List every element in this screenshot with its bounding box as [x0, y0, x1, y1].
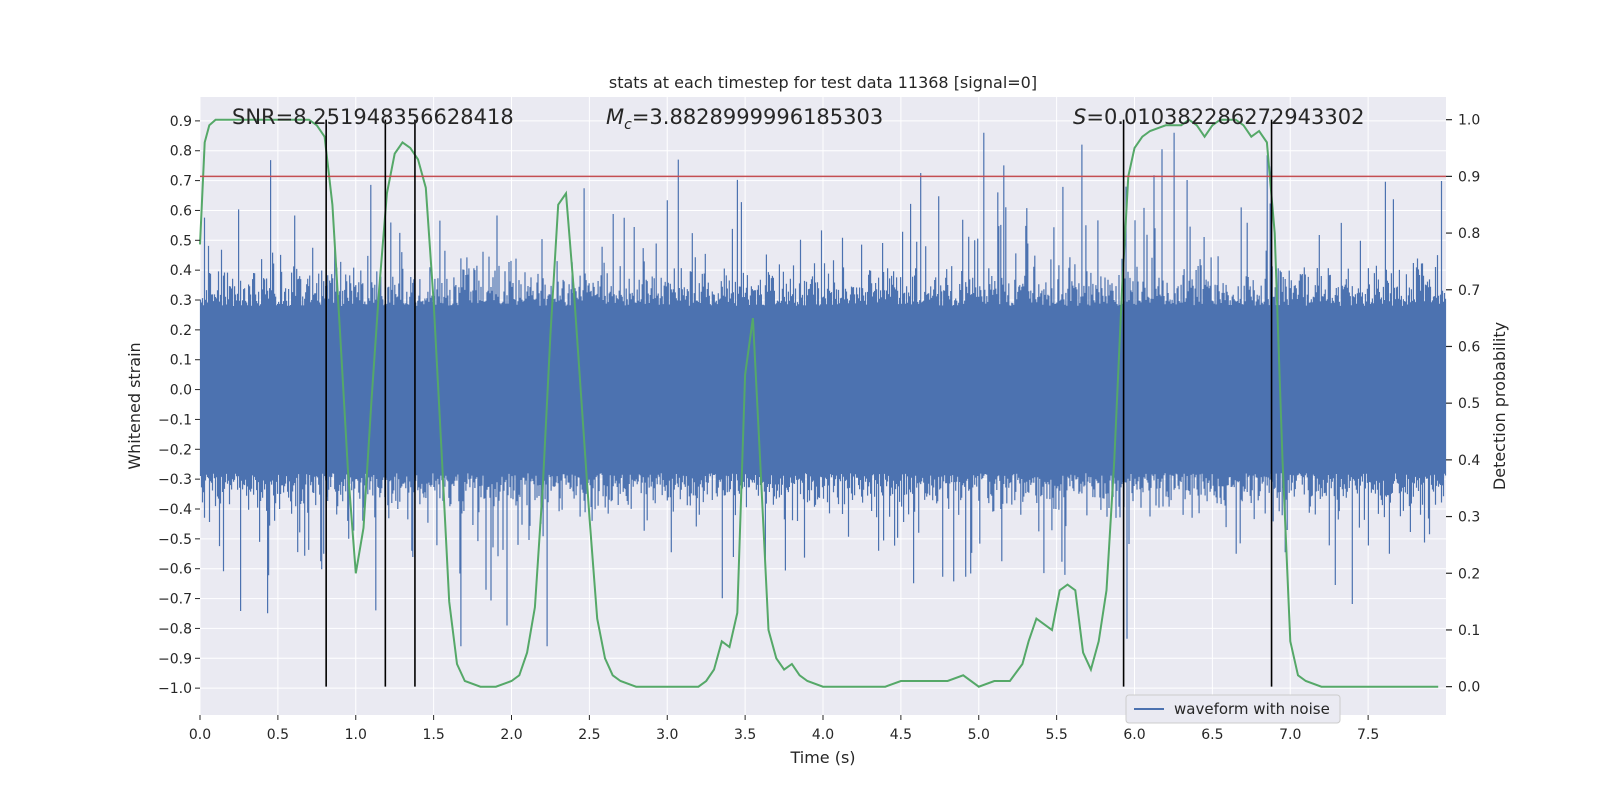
x-tick-label: 1.0 [345, 727, 367, 743]
x-tick-label: 3.5 [734, 727, 756, 743]
y-left-tick-label: −0.9 [158, 651, 192, 667]
x-tick-label: 3.0 [656, 727, 678, 743]
waveform-series [199, 132, 1447, 647]
y-right-tick-label: 0.3 [1458, 510, 1480, 526]
y-right-tick-label: 0.0 [1458, 680, 1480, 696]
x-tick-label: 2.5 [578, 727, 600, 743]
y-left-tick-label: 0.0 [170, 383, 192, 399]
x-tick-label: 0.0 [189, 727, 211, 743]
waveform-trace [199, 132, 1447, 647]
event-markers [325, 119, 1273, 687]
legend: waveform with noise [1125, 694, 1341, 724]
y-left-axis-label: Whitened strain [125, 342, 144, 469]
y-left-tick-label: −0.8 [158, 621, 192, 637]
y-left-tick-label: −0.2 [158, 442, 192, 458]
x-tick-label: 6.5 [1201, 727, 1223, 743]
y-left-tick-label: 0.4 [170, 263, 192, 279]
y-right-tick-label: 0.5 [1458, 396, 1480, 412]
x-tick-label: 2.0 [500, 727, 522, 743]
x-axis-ticks: 0.0 0.5 1.0 1.5 2.0 2.5 3.0 3.5 4.0 4.5 5.0 5.5 6.0 6… [189, 715, 1379, 743]
y-left-tick-label: 0.5 [170, 233, 192, 249]
x-tick-label: 4.5 [890, 727, 912, 743]
x-axis-label: Time (s) [789, 748, 855, 767]
y-right-tick-label: 0.4 [1458, 453, 1480, 469]
y-right-tick-label: 0.9 [1458, 169, 1480, 185]
y-left-tick-label: 0.7 [170, 174, 192, 190]
y-right-tick-label: 0.2 [1458, 566, 1480, 582]
y-left-tick-label: −0.4 [158, 502, 192, 518]
y-right-axis-label: Detection probability [1490, 322, 1509, 490]
snr-annotation: SNR=8.251948356628418 [232, 105, 514, 129]
y-left-tick-label: −0.3 [158, 472, 192, 488]
x-tick-label: 5.0 [968, 727, 990, 743]
y-right-tick-label: 0.6 [1458, 339, 1480, 355]
y-right-tick-label: 0.8 [1458, 226, 1480, 242]
legend-box [1125, 694, 1341, 724]
y-left-tick-label: 0.9 [170, 114, 192, 130]
x-tick-label: 7.0 [1279, 727, 1301, 743]
y-right-tick-label: 1.0 [1458, 113, 1480, 129]
y-left-tick-label: −0.7 [158, 592, 192, 608]
y-left-tick-label: −0.5 [158, 532, 192, 548]
y-left-tick-label: 0.6 [170, 203, 192, 219]
y-left-tick-label: −0.6 [158, 562, 192, 578]
y-left-tick-label: 0.3 [170, 293, 192, 309]
y-right-axis-ticks: 1.0 0.9 0.8 0.7 0.6 0.5 0.4 0.3 0.2 0.1 0.0 [1446, 113, 1480, 696]
x-tick-label: 6.0 [1123, 727, 1145, 743]
y-left-tick-label: 0.2 [170, 323, 192, 339]
x-tick-label: 1.5 [422, 727, 444, 743]
x-tick-label: 7.5 [1357, 727, 1379, 743]
y-left-tick-label: 0.8 [170, 144, 192, 160]
y-left-tick-label: 0.1 [170, 353, 192, 369]
score-annotation: S=0.010382286272943302 [1073, 105, 1364, 129]
legend-label-waveform: waveform with noise [1174, 700, 1330, 718]
x-tick-label: 5.5 [1045, 727, 1067, 743]
y-left-tick-label: −1.0 [158, 681, 192, 697]
y-right-tick-label: 0.7 [1458, 283, 1480, 299]
y-left-tick-label: −0.1 [158, 412, 192, 428]
x-tick-label: 0.5 [267, 727, 289, 743]
chirp-mass-annotation: Mc=3.8828999996185303 [606, 105, 883, 133]
y-right-tick-label: 0.1 [1458, 623, 1480, 639]
chart-title: stats at each timestep for test data 113… [609, 73, 1037, 92]
y-left-axis-ticks: 0.9 0.8 0.7 0.6 0.5 0.4 0.3 0.2 0.1 0.0 −0.1 −0.2 −0… [158, 114, 200, 697]
x-tick-label: 4.0 [812, 727, 834, 743]
